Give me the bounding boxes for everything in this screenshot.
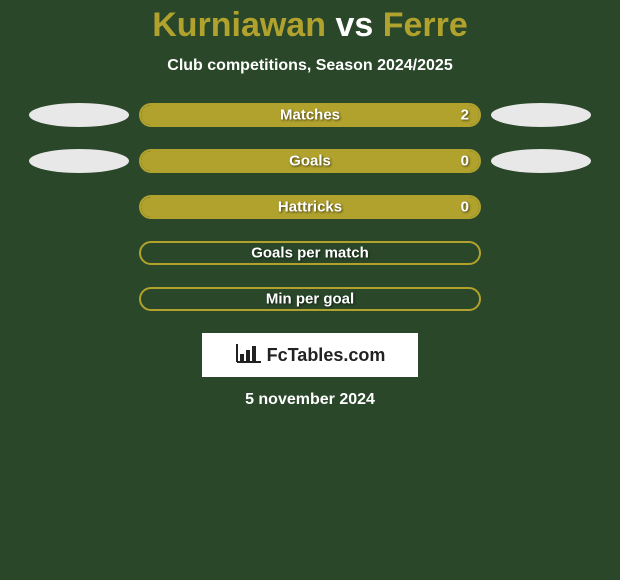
page-container: Kurniawan vs Ferre Club competitions, Se… bbox=[0, 0, 620, 409]
title-player1: Kurniawan bbox=[152, 6, 326, 44]
stat-row: Goals 0 bbox=[0, 149, 620, 173]
title-vs: vs bbox=[335, 6, 373, 44]
stat-bar: Goals per match bbox=[139, 241, 481, 265]
left-ellipse bbox=[29, 103, 129, 127]
stat-bar: Goals 0 bbox=[139, 149, 481, 173]
stat-bar-label: Matches bbox=[280, 107, 340, 124]
logo-text: FcTables.com bbox=[267, 345, 386, 366]
bar-chart-icon bbox=[235, 342, 263, 369]
stat-row: Min per goal bbox=[0, 287, 620, 311]
stat-bar-label: Min per goal bbox=[266, 291, 354, 308]
logo-box: FcTables.com bbox=[202, 333, 418, 377]
left-ellipse bbox=[29, 149, 129, 173]
stat-bar-label: Hattricks bbox=[278, 199, 342, 216]
stat-bar-value: 2 bbox=[461, 107, 469, 124]
subtitle: Club competitions, Season 2024/2025 bbox=[0, 57, 620, 75]
title-player2: Ferre bbox=[383, 6, 468, 44]
logo-inner: FcTables.com bbox=[235, 342, 386, 369]
stat-bar: Matches 2 bbox=[139, 103, 481, 127]
stat-bar-value: 0 bbox=[461, 153, 469, 170]
stat-row: Hattricks 0 bbox=[0, 195, 620, 219]
stat-bar-label: Goals per match bbox=[251, 245, 369, 262]
date-label: 5 november 2024 bbox=[0, 391, 620, 409]
stats-rows: Matches 2 Goals 0 Hattricks 0 Goals per match M… bbox=[0, 103, 620, 311]
stat-row: Goals per match bbox=[0, 241, 620, 265]
right-ellipse bbox=[491, 149, 591, 173]
stat-bar-label: Goals bbox=[289, 153, 331, 170]
stat-bar: Hattricks 0 bbox=[139, 195, 481, 219]
page-title: Kurniawan vs Ferre bbox=[0, 6, 620, 45]
stat-row: Matches 2 bbox=[0, 103, 620, 127]
stat-bar: Min per goal bbox=[139, 287, 481, 311]
stat-bar-value: 0 bbox=[461, 199, 469, 216]
right-ellipse bbox=[491, 103, 591, 127]
